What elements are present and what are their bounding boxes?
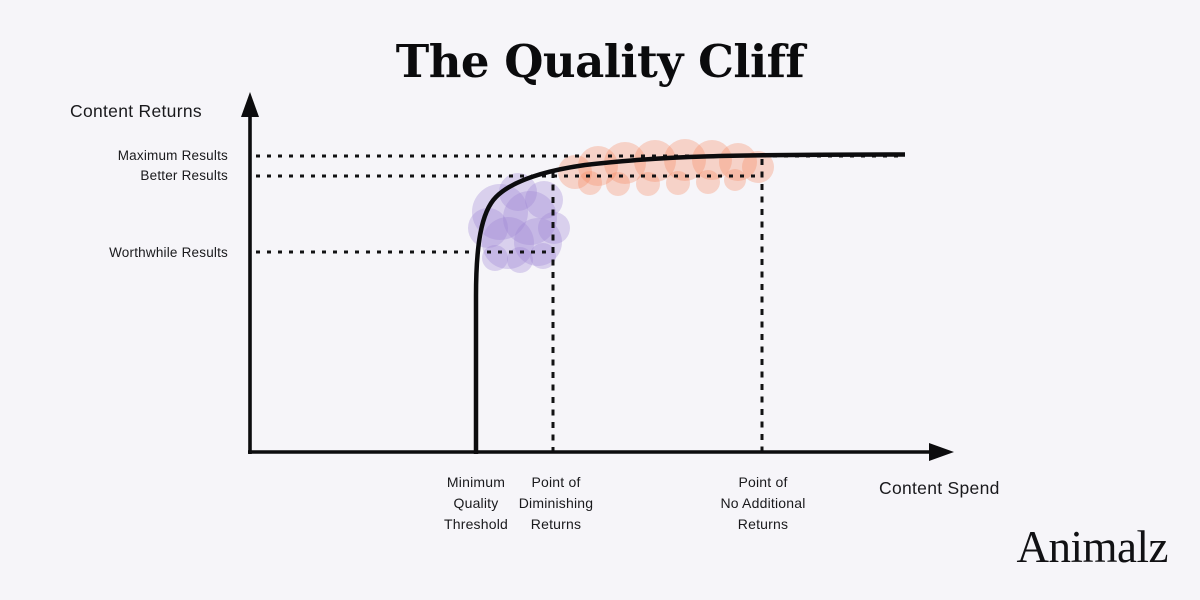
x-marker-minimum-quality-threshold: Minimum Quality Threshold: [444, 472, 508, 535]
diminishing-gains-highlight-blob: [558, 139, 774, 196]
x-marker-line: No Additional: [720, 495, 806, 511]
x-axis-label: Content Spend: [879, 478, 1000, 498]
x-marker-line: Diminishing: [518, 495, 594, 511]
x-marker-point-of-no-additional-returns: Point of No Additional Returns: [720, 472, 805, 535]
animalz-logo: Animalz: [1016, 522, 1169, 572]
x-marker-line: Point of: [738, 474, 788, 490]
y-marker-worthwhile-results: Worthwhile Results: [109, 245, 228, 260]
x-marker-line: Threshold: [443, 516, 509, 532]
x-marker-line: Returns: [737, 516, 789, 532]
x-marker-line: Quality: [453, 495, 499, 511]
x-marker-line: Returns: [530, 516, 582, 532]
y-axis-label: Content Returns: [70, 101, 202, 121]
x-marker-line: Minimum: [446, 474, 506, 490]
returns-curve: [473, 152, 906, 454]
x-marker-point-of-diminishing-returns: Point of Diminishing Returns: [519, 472, 594, 535]
x-axis-arrowhead: [929, 443, 954, 461]
y-marker-better-results: Better Results: [140, 168, 228, 183]
y-axis-arrowhead: [241, 92, 259, 117]
chart-title: The Quality Cliff: [395, 35, 805, 88]
y-marker-maximum-results: Maximum Results: [117, 148, 228, 163]
x-marker-line: Point of: [531, 474, 581, 490]
